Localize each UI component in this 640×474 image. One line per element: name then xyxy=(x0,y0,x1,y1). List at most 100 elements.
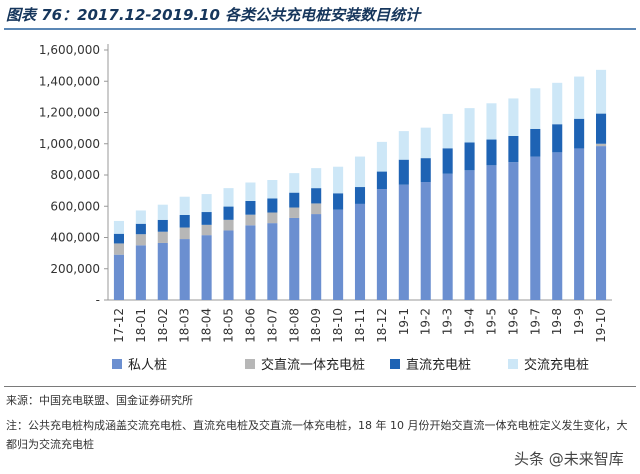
bar-segment xyxy=(267,180,278,199)
stacked-bar-chart: - 200,000 400,000 600,000 800,000 1,000,000 1,… xyxy=(39,43,612,373)
bar-segment xyxy=(442,173,453,300)
bar-segment xyxy=(486,165,497,300)
bar-segment xyxy=(179,215,190,228)
bar-segment xyxy=(508,98,519,136)
x-tick-label: 19-7 xyxy=(528,308,542,335)
bar-segment xyxy=(157,231,168,243)
bar-segment xyxy=(376,189,387,300)
note-text: 注：公共充电桩构成涵盖交流充电桩、直流充电桩及交直流一体充电桩，18 年 10 … xyxy=(6,419,628,451)
bar-segment xyxy=(354,156,366,188)
legend-label: 交直流一体充电桩 xyxy=(261,357,365,373)
x-tick-label: 19-9 xyxy=(572,308,586,335)
bar-segment xyxy=(223,219,234,231)
bar-segment xyxy=(311,188,322,204)
x-tick-label: 18-11 xyxy=(353,308,367,343)
x-tick-label: 17-12 xyxy=(112,308,126,343)
bar-segment xyxy=(464,108,475,143)
x-tick-label: 18-12 xyxy=(375,308,389,343)
y-tick-label: 1,000,000 xyxy=(39,137,100,151)
bar-segment xyxy=(552,82,563,125)
x-tick-label: 18-04 xyxy=(200,308,214,343)
bar-segment xyxy=(135,223,146,235)
bar-segment xyxy=(398,184,409,300)
bar-segment xyxy=(442,113,453,149)
bar-segment xyxy=(201,235,212,300)
x-tick-label: 18-01 xyxy=(134,308,148,343)
legend-swatch xyxy=(112,359,122,369)
bar-segment xyxy=(552,152,563,300)
x-tick-label: 19-8 xyxy=(550,308,564,335)
x-tick-label: 18-02 xyxy=(156,308,170,343)
x-tick-label: 18-07 xyxy=(265,308,279,343)
source-text: 来源：中国充电联盟、国金证券研究所 xyxy=(6,394,193,407)
y-tick-label: 1,600,000 xyxy=(39,43,100,57)
bar-segment xyxy=(530,156,541,300)
bar-segment xyxy=(333,193,344,210)
bar-segment xyxy=(530,88,541,129)
bar-segment xyxy=(289,217,300,300)
bar-segment xyxy=(508,162,519,300)
x-tick-label: 19-4 xyxy=(463,308,477,335)
bar-segment xyxy=(354,187,366,204)
bar-segment xyxy=(157,219,168,232)
bar-segment xyxy=(113,220,124,234)
bar-segment xyxy=(333,166,344,194)
bar-segment xyxy=(135,210,146,224)
bar-segment xyxy=(333,209,344,300)
bar-segment xyxy=(596,143,607,147)
bar-segment xyxy=(157,242,168,300)
x-tick-label: 18-03 xyxy=(178,308,192,343)
y-tick-label: - xyxy=(96,293,100,307)
bar-segment xyxy=(113,233,124,244)
x-tick-label: 19-6 xyxy=(506,308,520,335)
bar-segment xyxy=(420,158,431,183)
bar-segment xyxy=(223,188,234,207)
x-tick-label: 19-5 xyxy=(484,308,498,335)
bar-segment xyxy=(596,113,607,144)
bar-segment xyxy=(574,76,585,119)
bar-segment xyxy=(135,234,146,246)
legend-label: 交流充电桩 xyxy=(524,357,589,373)
bar-segment xyxy=(464,170,475,300)
x-tick-label: 18-05 xyxy=(222,308,236,343)
bar-segment xyxy=(289,192,300,208)
bar-segment xyxy=(289,207,300,218)
x-tick-label: 18-06 xyxy=(243,308,257,343)
bar-segment xyxy=(289,173,300,193)
bar-segment xyxy=(486,139,497,166)
x-tick-label: 19-1 xyxy=(397,308,411,335)
bar-segment xyxy=(135,245,146,300)
legend-swatch xyxy=(508,359,518,369)
bar-segment xyxy=(267,212,278,224)
bar-segment xyxy=(376,141,387,172)
bar-segment xyxy=(311,214,322,300)
legend-swatch xyxy=(390,359,400,369)
bar-segment xyxy=(574,148,585,300)
bar-segment xyxy=(596,146,607,300)
bar-segment xyxy=(442,148,453,174)
bar-segment xyxy=(223,230,234,300)
legend-label: 私人桩 xyxy=(128,358,167,373)
bar-segment xyxy=(201,212,212,225)
y-tick-label: 800,000 xyxy=(50,168,100,182)
x-tick-label: 18-08 xyxy=(287,308,301,343)
chart-title: 图表 76：2017.12-2019.10 各类公共充电桩安装数目统计 xyxy=(6,6,421,24)
y-tick-label: 200,000 xyxy=(50,262,100,276)
bar-segment xyxy=(420,127,431,159)
bar-segment xyxy=(464,142,475,171)
bar-segment xyxy=(223,206,234,220)
watermark: 头条 @未来智库 xyxy=(514,450,624,468)
x-tick-label: 18-09 xyxy=(309,308,323,343)
x-tick-label: 18-10 xyxy=(331,308,345,343)
bar-segment xyxy=(113,243,124,255)
bar-segment xyxy=(201,224,212,236)
bar-segment xyxy=(245,182,256,201)
bar-segment xyxy=(420,182,431,300)
bar-segment xyxy=(113,254,124,300)
bar-segment xyxy=(245,200,256,215)
footer-divider xyxy=(4,386,636,387)
bar-segment xyxy=(508,135,519,163)
bar-segment xyxy=(267,198,278,213)
y-tick-label: 1,400,000 xyxy=(39,74,100,88)
x-tick-label: 19-2 xyxy=(419,308,433,335)
